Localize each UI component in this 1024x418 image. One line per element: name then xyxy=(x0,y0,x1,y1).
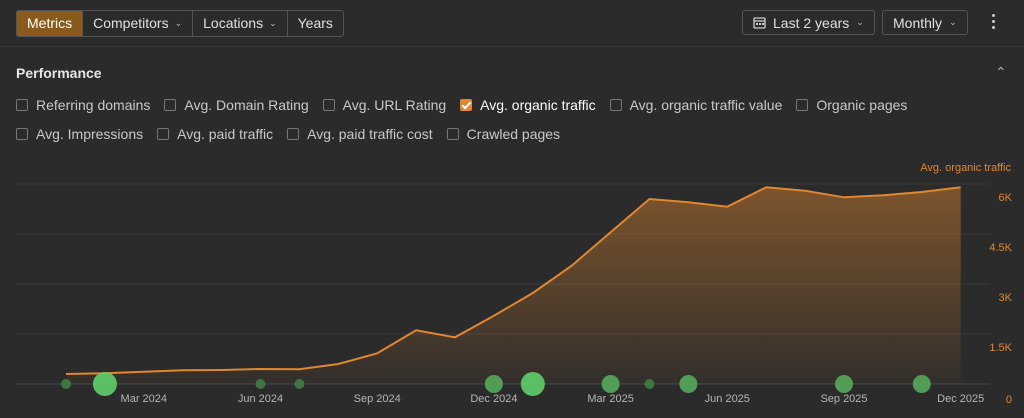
checkbox[interactable] xyxy=(164,99,177,111)
tab-label: Metrics xyxy=(27,15,73,31)
chevron-down-icon: ⌄ xyxy=(174,18,183,28)
metric-label: Avg. paid traffic cost xyxy=(307,126,433,142)
chevron-down-icon: ⌄ xyxy=(949,17,957,27)
event-marker[interactable] xyxy=(484,375,503,393)
metric-checkbox-crawled-pages[interactable]: Crawled pages xyxy=(446,126,561,142)
toolbar: Metrics Competitors ⌄ Locations ⌄ Years La… xyxy=(0,0,1024,46)
metric-checkbox-organic-pages[interactable]: Organic pages xyxy=(796,97,907,113)
checkbox[interactable] xyxy=(287,128,300,140)
chart-area xyxy=(66,187,961,384)
metric-checkbox-avg-domain-rating[interactable]: Avg. Domain Rating xyxy=(164,97,309,113)
y-tick-label: 1.5K xyxy=(989,342,1012,354)
x-tick-label: Dec 2024 xyxy=(470,393,517,405)
x-tick-label: Mar 2024 xyxy=(121,393,167,405)
checkbox[interactable] xyxy=(16,128,28,140)
event-marker[interactable] xyxy=(294,379,305,389)
checkbox[interactable] xyxy=(322,99,335,111)
tab-label: Locations xyxy=(203,15,264,31)
event-marker[interactable] xyxy=(835,375,853,393)
checkbox[interactable] xyxy=(796,99,809,111)
x-tick-label: Mar 2025 xyxy=(587,393,633,405)
chevron-down-icon: ⌄ xyxy=(269,18,277,28)
metric-checkbox-avg-paid-traffic-cost[interactable]: Avg. paid traffic cost xyxy=(287,126,433,142)
checkbox[interactable] xyxy=(16,99,28,111)
event-marker[interactable] xyxy=(679,375,698,393)
y-axis-label: Avg. organic traffic xyxy=(920,162,1011,174)
event-marker[interactable] xyxy=(601,375,620,393)
checkbox[interactable] xyxy=(446,128,459,140)
chart-line xyxy=(65,186,961,375)
metric-label: Avg. URL Rating xyxy=(342,97,447,113)
checkbox[interactable] xyxy=(609,99,622,111)
x-tick-label: Sep 2025 xyxy=(820,393,867,405)
granularity-dropdown[interactable]: Monthly ⌄ xyxy=(882,10,968,35)
metric-checkbox-row: Referring domains Avg. Domain Rating Avg… xyxy=(16,97,907,113)
event-marker[interactable] xyxy=(520,372,545,396)
chevron-up-icon[interactable]: ⌃ xyxy=(995,64,1007,80)
checkbox[interactable] xyxy=(157,128,170,140)
y-tick-label: 3K xyxy=(999,292,1013,304)
metric-label: Crawled pages xyxy=(466,126,561,142)
tab-label: Competitors xyxy=(93,15,169,31)
metric-checkbox-avg-organic-traffic-value[interactable]: Avg. organic traffic value xyxy=(609,97,783,113)
view-tabs: Metrics Competitors ⌄ Locations ⌄ Years xyxy=(16,10,344,37)
x-tick-label: Dec 2025 xyxy=(937,393,984,405)
calendar-icon xyxy=(753,17,766,29)
y-tick-label: 4.5K xyxy=(989,242,1012,254)
chevron-down-icon: ⌄ xyxy=(856,17,864,27)
y-tick-label: 6K xyxy=(999,192,1013,204)
metric-label: Referring domains xyxy=(36,97,151,113)
y-tick-label: 0 xyxy=(1006,394,1012,406)
metric-checkbox-referring-domains[interactable]: Referring domains xyxy=(16,97,150,113)
x-tick-label: Jun 2024 xyxy=(238,393,283,405)
tab-metrics[interactable]: Metrics xyxy=(17,11,84,36)
tab-locations[interactable]: Locations ⌄ xyxy=(193,11,288,36)
more-options-icon[interactable] xyxy=(986,12,1000,34)
metric-checkbox-avg-paid-traffic[interactable]: Avg. paid traffic xyxy=(157,126,273,142)
x-tick-label: Sep 2024 xyxy=(354,393,401,405)
event-marker[interactable] xyxy=(644,379,655,389)
metric-label: Avg. paid traffic xyxy=(177,126,274,142)
metric-checkbox-row: Avg. Impressions Avg. paid traffic Avg. … xyxy=(16,126,560,142)
event-marker[interactable] xyxy=(912,375,931,393)
event-marker[interactable] xyxy=(92,372,117,396)
event-marker[interactable] xyxy=(61,379,71,389)
granularity-label: Monthly xyxy=(893,14,943,31)
metric-checkbox-avg-organic-traffic[interactable]: Avg. organic traffic xyxy=(460,97,596,113)
divider xyxy=(0,46,1024,47)
metric-label: Avg. organic traffic value xyxy=(629,97,783,113)
metric-label: Avg. Domain Rating xyxy=(184,97,309,113)
metric-label: Avg. organic traffic xyxy=(480,97,596,113)
event-marker[interactable] xyxy=(255,379,266,389)
section-title: Performance xyxy=(16,65,102,81)
tab-label: Years xyxy=(297,15,333,31)
tab-competitors[interactable]: Competitors ⌄ xyxy=(83,11,194,36)
checkbox-checked[interactable] xyxy=(460,99,473,111)
metric-label: Avg. Impressions xyxy=(36,126,144,142)
date-range-label: Last 2 years xyxy=(773,14,850,31)
date-range-dropdown[interactable]: Last 2 years ⌄ xyxy=(742,10,875,35)
tab-years[interactable]: Years xyxy=(288,11,343,36)
metric-checkbox-avg-url-rating[interactable]: Avg. URL Rating xyxy=(322,97,447,113)
x-tick-label: Jun 2025 xyxy=(705,393,750,405)
metric-checkbox-avg-impressions[interactable]: Avg. Impressions xyxy=(16,126,143,142)
metric-label: Organic pages xyxy=(816,97,908,113)
